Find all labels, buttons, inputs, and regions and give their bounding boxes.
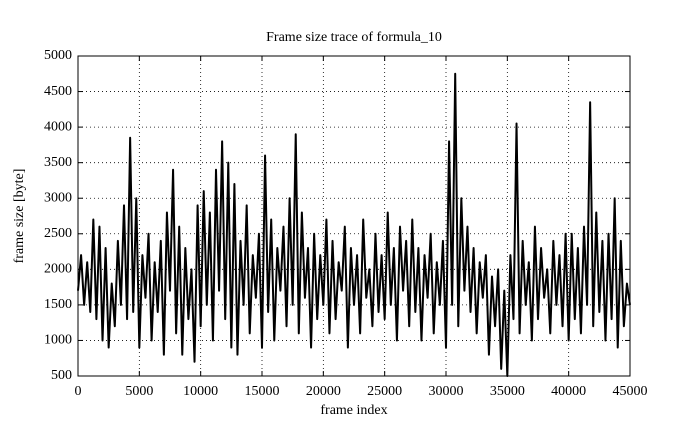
chart-title: Frame size trace of formula_10 bbox=[266, 30, 442, 45]
x-tick-label: 10000 bbox=[183, 384, 218, 399]
y-tick-label: 5000 bbox=[44, 48, 72, 63]
y-tick-label: 3000 bbox=[44, 190, 72, 205]
x-tick-label: 30000 bbox=[429, 384, 464, 399]
x-tick-label: 20000 bbox=[306, 384, 341, 399]
x-axis-label: frame index bbox=[320, 403, 387, 418]
y-tick-label: 2000 bbox=[44, 262, 72, 277]
y-axis-label: frame size [byte] bbox=[12, 169, 27, 264]
y-tick-label: 3500 bbox=[44, 155, 72, 170]
x-tick-label: 45000 bbox=[613, 384, 648, 399]
x-tick-label: 25000 bbox=[367, 384, 402, 399]
x-tick-label: 35000 bbox=[490, 384, 525, 399]
y-tick-label: 4000 bbox=[44, 119, 72, 134]
x-tick-label: 5000 bbox=[125, 384, 153, 399]
x-tick-label: 15000 bbox=[245, 384, 280, 399]
plot-frame bbox=[77, 55, 631, 377]
y-tick-label: 1500 bbox=[44, 297, 72, 312]
x-tick-label: 0 bbox=[75, 384, 82, 399]
y-tick-label: 4500 bbox=[44, 84, 72, 99]
x-tick-label: 40000 bbox=[551, 384, 586, 399]
y-tick-label: 1000 bbox=[44, 333, 72, 348]
trace-line bbox=[77, 72, 631, 377]
y-tick-label: 500 bbox=[51, 368, 72, 383]
y-tick-label: 2500 bbox=[44, 226, 72, 241]
